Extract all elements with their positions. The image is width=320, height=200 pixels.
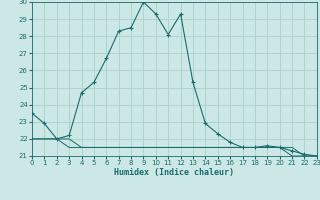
X-axis label: Humidex (Indice chaleur): Humidex (Indice chaleur) [115,168,234,177]
